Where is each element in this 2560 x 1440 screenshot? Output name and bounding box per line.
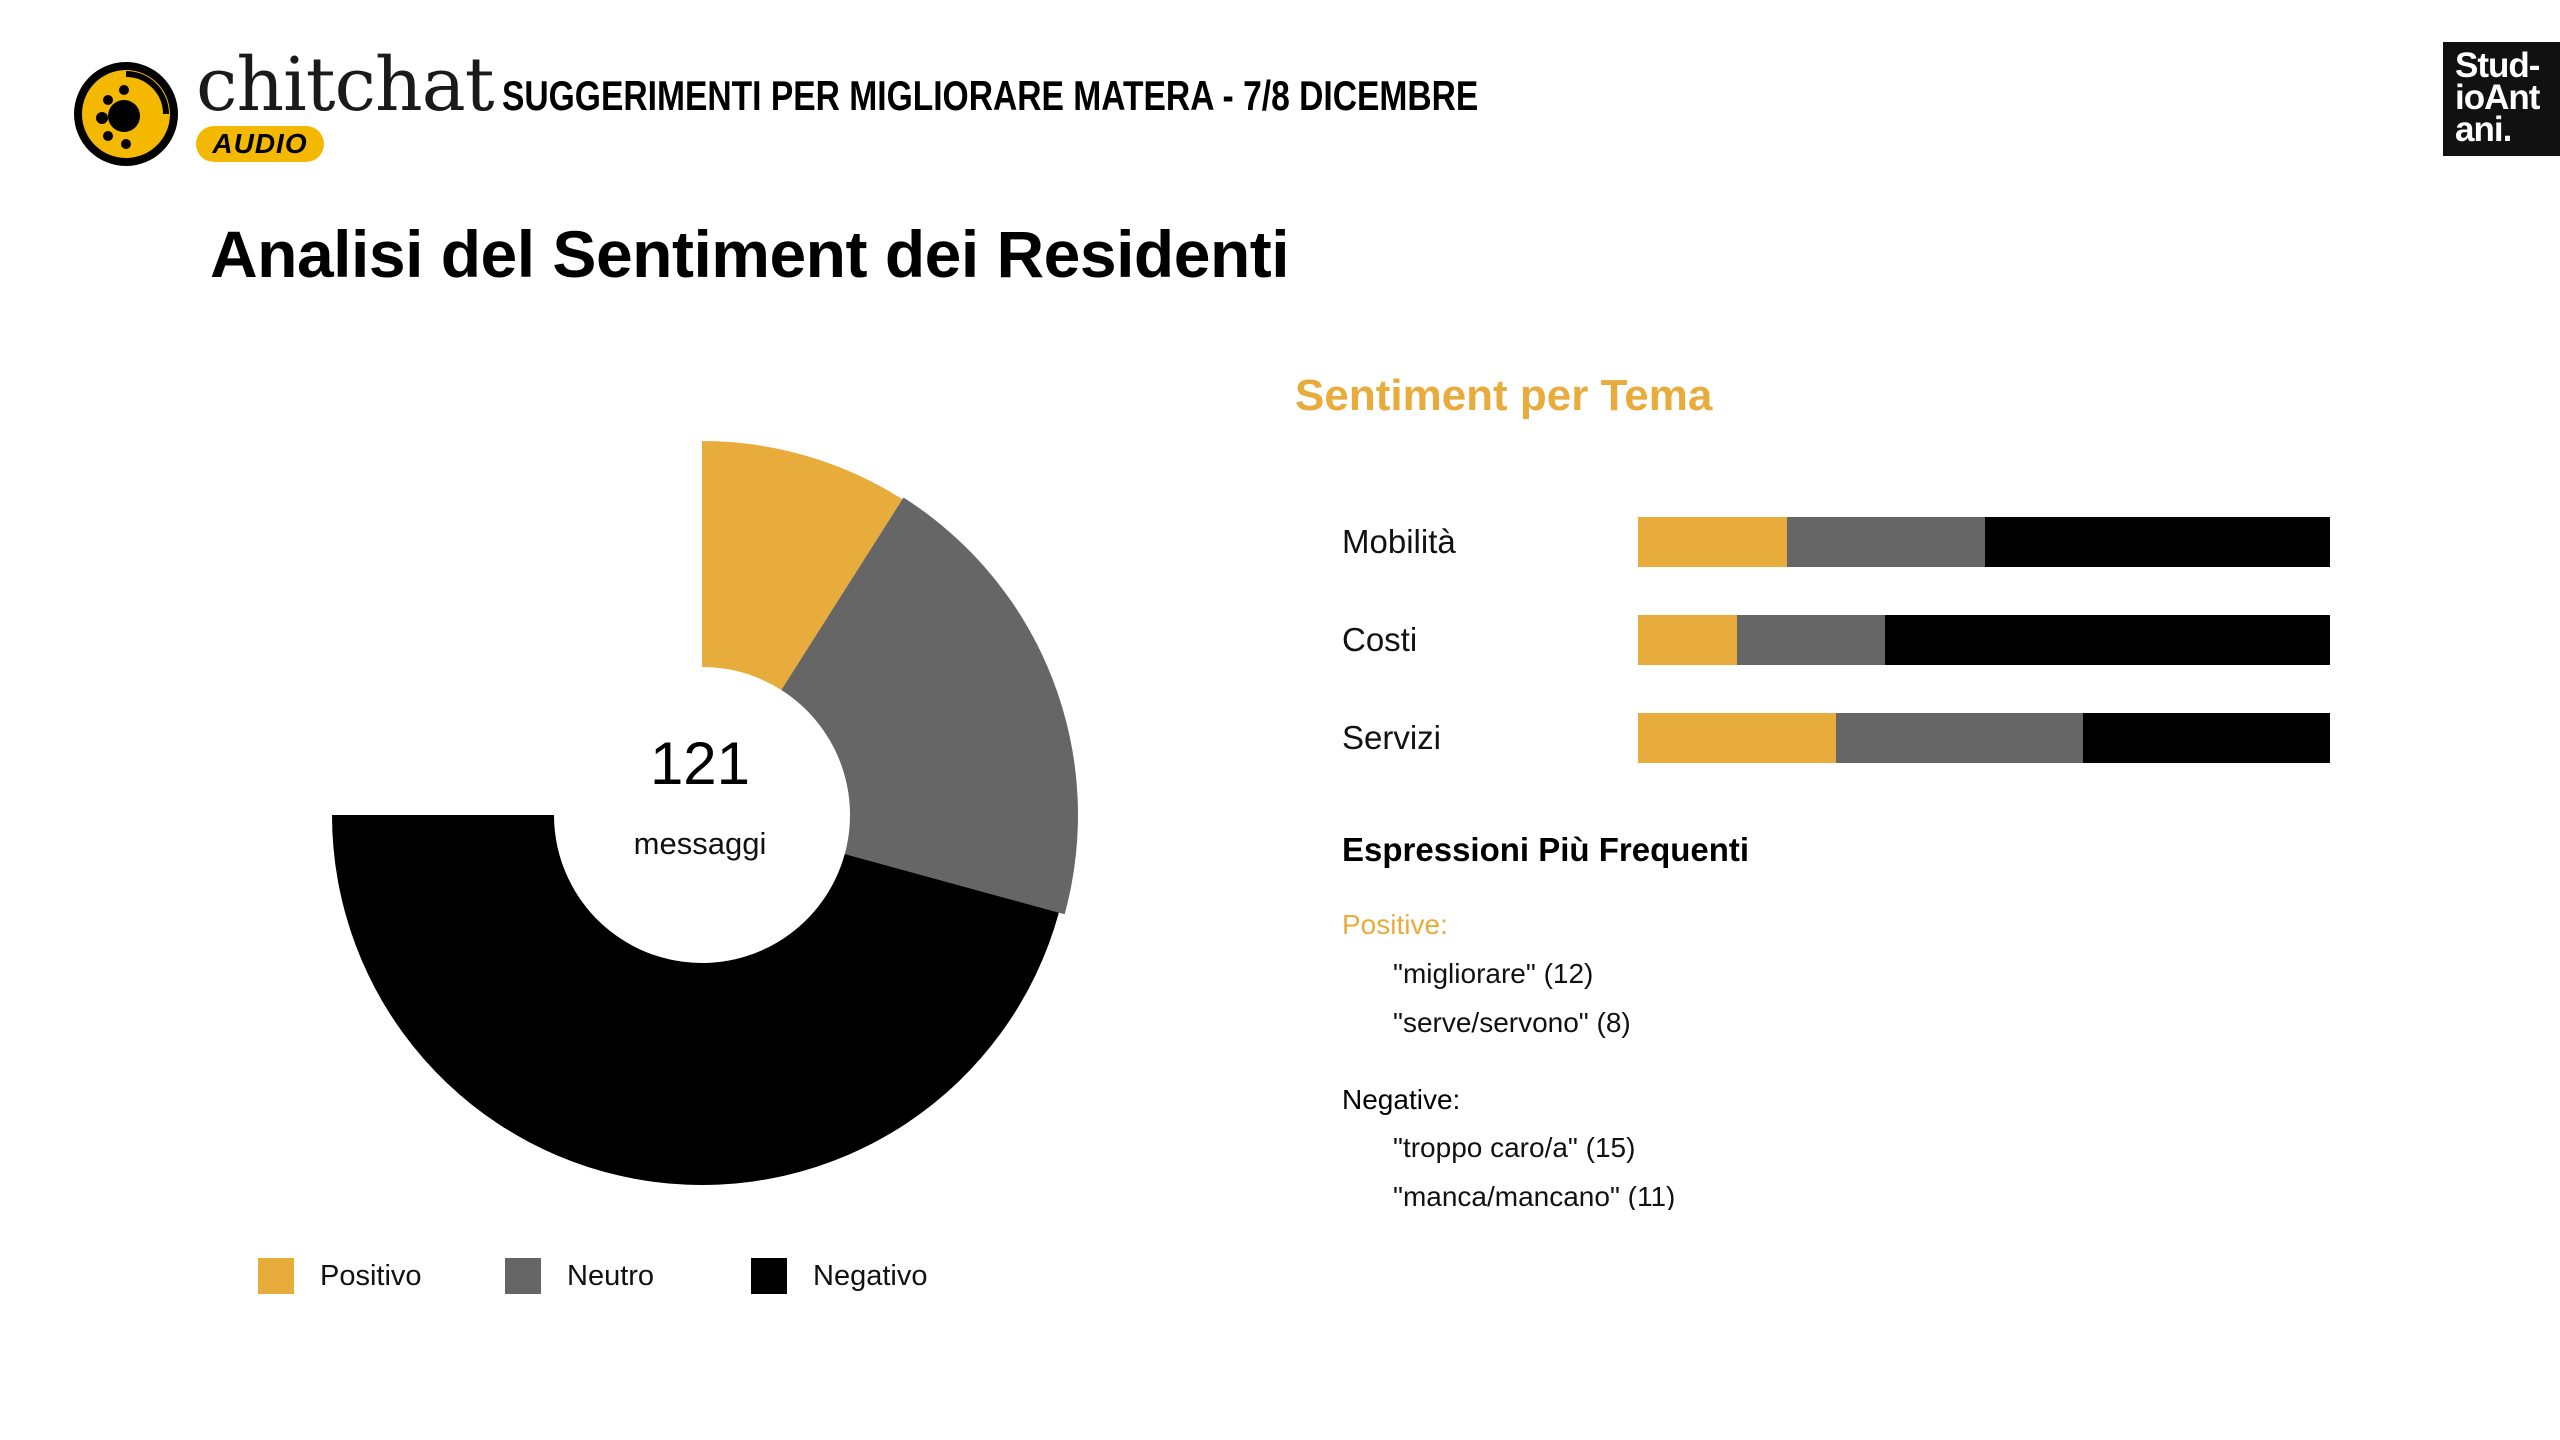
- bar-segment-neutro: [1786, 517, 1985, 567]
- positive-expression-item: "serve/servono" (8): [1393, 1007, 1631, 1038]
- theme-label-costi: Costi: [1342, 621, 1418, 658]
- donut-slice-positivo: [702, 441, 903, 691]
- page-title: Analisi del Sentiment dei Residenti: [210, 217, 1290, 291]
- chitchat-logo-icon: [74, 62, 178, 166]
- negative-expression-item: "manca/mancano" (11): [1393, 1181, 1676, 1210]
- bar-segment-negativo: [2082, 713, 2330, 763]
- donut-slice-negativo: [332, 815, 1059, 1186]
- bar-segment-neutro: [1736, 615, 1886, 665]
- positive-expression-item: "migliorare" (12): [1393, 958, 1594, 989]
- legend-label-positivo: Positivo: [320, 1260, 422, 1292]
- legend-label-neutro: Neutro: [567, 1260, 655, 1292]
- positive-expressions-label: Positive:: [1342, 909, 1448, 940]
- theme-bar-costi: [1638, 615, 2330, 665]
- donut-center-label: messaggi: [634, 826, 767, 861]
- theme-label-mobilita: Mobilità: [1342, 523, 1456, 560]
- theme-bar-servizi: [1638, 713, 2330, 763]
- bar-segment-neutro: [1835, 713, 2083, 763]
- legend-swatch-negativo: [751, 1258, 787, 1294]
- sentiment-donut-chart: 121 messaggi: [332, 441, 1078, 1186]
- theme-chart-title: Sentiment per Tema: [1295, 371, 1713, 420]
- donut-slice-neutro: [781, 497, 1078, 915]
- event-title: SUGGERIMENTI PER MIGLIORARE MATERA - 7/8…: [502, 72, 1479, 119]
- bar-segment-negativo: [1984, 517, 2330, 567]
- donut-center-value: 121: [650, 730, 750, 797]
- bar-segment-positivo: [1638, 517, 1787, 567]
- negative-expressions-label: Negative:: [1342, 1084, 1461, 1115]
- negative-expressions-block: Negative: "troppo caro/a" (15) "manca/ma…: [1300, 1080, 2200, 1210]
- brand-name: chitchat: [196, 42, 494, 128]
- bar-segment-negativo: [1885, 615, 2330, 665]
- brand-badge: AUDIO: [196, 126, 324, 162]
- bar-segment-positivo: [1638, 713, 1836, 763]
- bar-segment-positivo: [1638, 615, 1737, 665]
- legend-swatch-neutro: [505, 1258, 541, 1294]
- negative-expression-item: "troppo caro/a" (15): [1393, 1132, 1636, 1163]
- expressions-heading: Espressioni Più Frequenti: [1342, 831, 1750, 868]
- theme-bar-mobilita: [1638, 517, 2330, 567]
- legend-label-negativo: Negativo: [813, 1260, 928, 1292]
- legend-swatch-positivo: [258, 1258, 294, 1294]
- studio-logo: Stud- ioAnt ani.: [2443, 42, 2560, 156]
- theme-label-servizi: Servizi: [1342, 719, 1442, 756]
